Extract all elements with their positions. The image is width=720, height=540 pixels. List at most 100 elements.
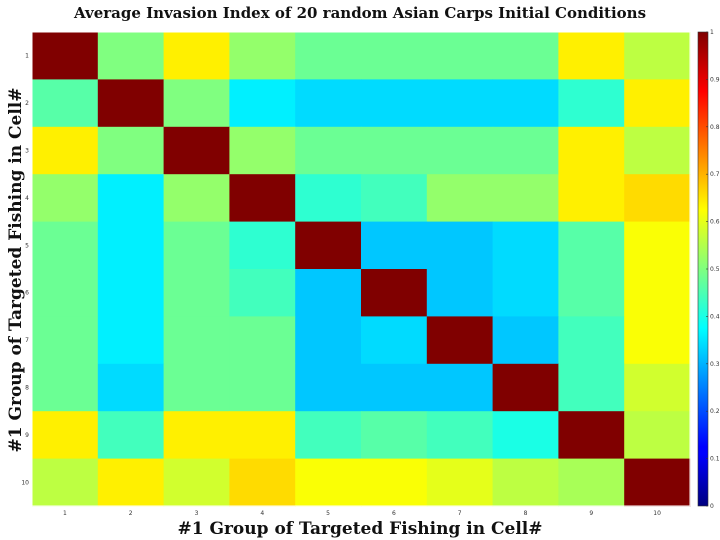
heatmap-cell-4-8	[492, 174, 559, 223]
y-tick-label: 10	[21, 479, 29, 486]
colorbar-tick-label: 0.5	[710, 266, 720, 273]
heatmap-cell-3-3	[163, 126, 230, 175]
heatmap-cell-2-8	[492, 79, 559, 128]
heatmap-cell-10-7	[426, 458, 494, 507]
heatmap-cell-4-7	[426, 174, 494, 223]
heatmap-cell-6-1	[32, 269, 99, 317]
heatmap-cell-8-8	[492, 363, 559, 412]
heatmap-cell-4-3	[163, 174, 230, 223]
y-tick-label: 8	[25, 385, 29, 392]
heatmap-cell-5-4	[229, 221, 296, 270]
heatmap-cell-2-9	[558, 79, 625, 128]
heatmap-cell-3-5	[295, 126, 362, 175]
colorbar-tick-label: 0.4	[710, 313, 720, 320]
heatmap-cell-6-9	[558, 269, 625, 317]
y-tick-label: 3	[25, 148, 29, 155]
colorbar-tick-label: 0.7	[710, 171, 720, 178]
heatmap-cell-7-8	[492, 316, 559, 365]
x-tick-label: 10	[653, 510, 661, 517]
heatmap-cell-9-3	[163, 411, 230, 460]
colorbar-ticks: 0 0.1 0.2 0.3 0.4 0.5 0.6 0.7 0.8 0.9 1	[706, 29, 720, 510]
colorbar-tick-label: 0.8	[710, 124, 720, 131]
y-tick-label: 4	[25, 195, 29, 202]
heatmap-cells	[32, 32, 691, 507]
x-tick-label: 9	[589, 510, 593, 517]
heatmap-cell-4-2	[97, 174, 165, 223]
x-tick-label: 5	[326, 510, 330, 517]
y-tick-label: 6	[25, 290, 29, 297]
heatmap-cell-8-5	[295, 363, 362, 412]
y-tick-label: 5	[25, 242, 29, 249]
heatmap-cell-1-7	[426, 32, 494, 80]
heatmap-cell-1-3	[163, 32, 230, 80]
heatmap-cell-7-7	[426, 316, 494, 365]
colorbar-tick-label: 0.3	[710, 361, 720, 368]
heatmap-cell-10-2	[97, 458, 165, 507]
heatmap-cell-5-6	[361, 221, 428, 270]
heatmap-cell-4-10	[624, 174, 691, 223]
x-axis-ticks: 1 2 3 4 5 6 7 8 9 10	[63, 510, 661, 517]
heatmap-cell-9-8	[492, 411, 559, 460]
heatmap-cell-10-9	[558, 458, 625, 507]
heatmap-cell-8-7	[426, 363, 494, 412]
heatmap-cell-3-2	[97, 126, 165, 175]
heatmap-cell-6-10	[624, 269, 691, 317]
heatmap-cell-8-2	[97, 363, 165, 412]
heatmap-cell-6-2	[97, 269, 165, 317]
heatmap-cell-1-8	[492, 32, 559, 80]
heatmap-cell-5-5	[295, 221, 362, 270]
heatmap-cell-7-9	[558, 316, 625, 365]
heatmap-cell-6-3	[163, 269, 230, 317]
heatmap-cell-9-4	[229, 411, 296, 460]
heatmap-cell-4-1	[32, 174, 99, 223]
x-tick-label: 8	[524, 510, 528, 517]
heatmap-cell-9-2	[97, 411, 165, 460]
heatmap-cell-8-10	[624, 363, 691, 412]
heatmap-cell-3-8	[492, 126, 559, 175]
heatmap-cell-9-6	[361, 411, 428, 460]
heatmap-cell-2-7	[426, 79, 494, 128]
heatmap-cell-4-5	[295, 174, 362, 223]
heatmap-cell-9-9	[558, 411, 625, 460]
heatmap-cell-8-3	[163, 363, 230, 412]
heatmap-cell-3-10	[624, 126, 691, 175]
heatmap-cell-8-9	[558, 363, 625, 412]
heatmap-cell-6-7	[426, 269, 494, 317]
heatmap-cell-1-10	[624, 32, 691, 80]
heatmap-cell-10-6	[361, 458, 428, 507]
heatmap-cell-1-1	[32, 32, 99, 80]
heatmap-cell-8-4	[229, 363, 296, 412]
heatmap-cell-10-10	[624, 458, 691, 507]
heatmap-cell-10-8	[492, 458, 559, 507]
heatmap-cell-10-4	[229, 458, 296, 507]
heatmap-cell-7-5	[295, 316, 362, 365]
heatmap-cell-4-9	[558, 174, 625, 223]
heatmap-cell-6-8	[492, 269, 559, 317]
heatmap-cell-2-10	[624, 79, 691, 128]
x-axis-label: #1 Group of Targeted Fishing in Cell#	[177, 519, 543, 539]
heatmap-cell-3-7	[426, 126, 494, 175]
heatmap-cell-4-6	[361, 174, 428, 223]
heatmap-cell-8-1	[32, 363, 99, 412]
heatmap-cell-5-1	[32, 221, 99, 270]
heatmap-cell-7-3	[163, 316, 230, 365]
heatmap-cell-9-7	[426, 411, 494, 460]
heatmap-cell-1-9	[558, 32, 625, 80]
x-tick-label: 2	[129, 510, 133, 517]
heatmap-cell-10-3	[163, 458, 230, 507]
heatmap-cell-3-6	[361, 126, 428, 175]
heatmap-cell-3-1	[32, 126, 99, 175]
y-axis-ticks: 1 2 3 4 5 6 7 8 9 10	[21, 53, 29, 487]
y-tick-label: 9	[25, 432, 29, 439]
x-tick-label: 7	[458, 510, 462, 517]
heatmap-cell-5-10	[624, 221, 691, 270]
y-tick-label: 2	[25, 100, 29, 107]
heatmap-cell-9-5	[295, 411, 362, 460]
colorbar-tick-label: 1	[710, 29, 714, 36]
heatmap-cell-5-2	[97, 221, 165, 270]
heatmap-cell-6-6	[361, 269, 428, 317]
heatmap-cell-7-10	[624, 316, 691, 365]
heatmap-cell-1-5	[295, 32, 362, 80]
heatmap-cell-2-6	[361, 79, 428, 128]
